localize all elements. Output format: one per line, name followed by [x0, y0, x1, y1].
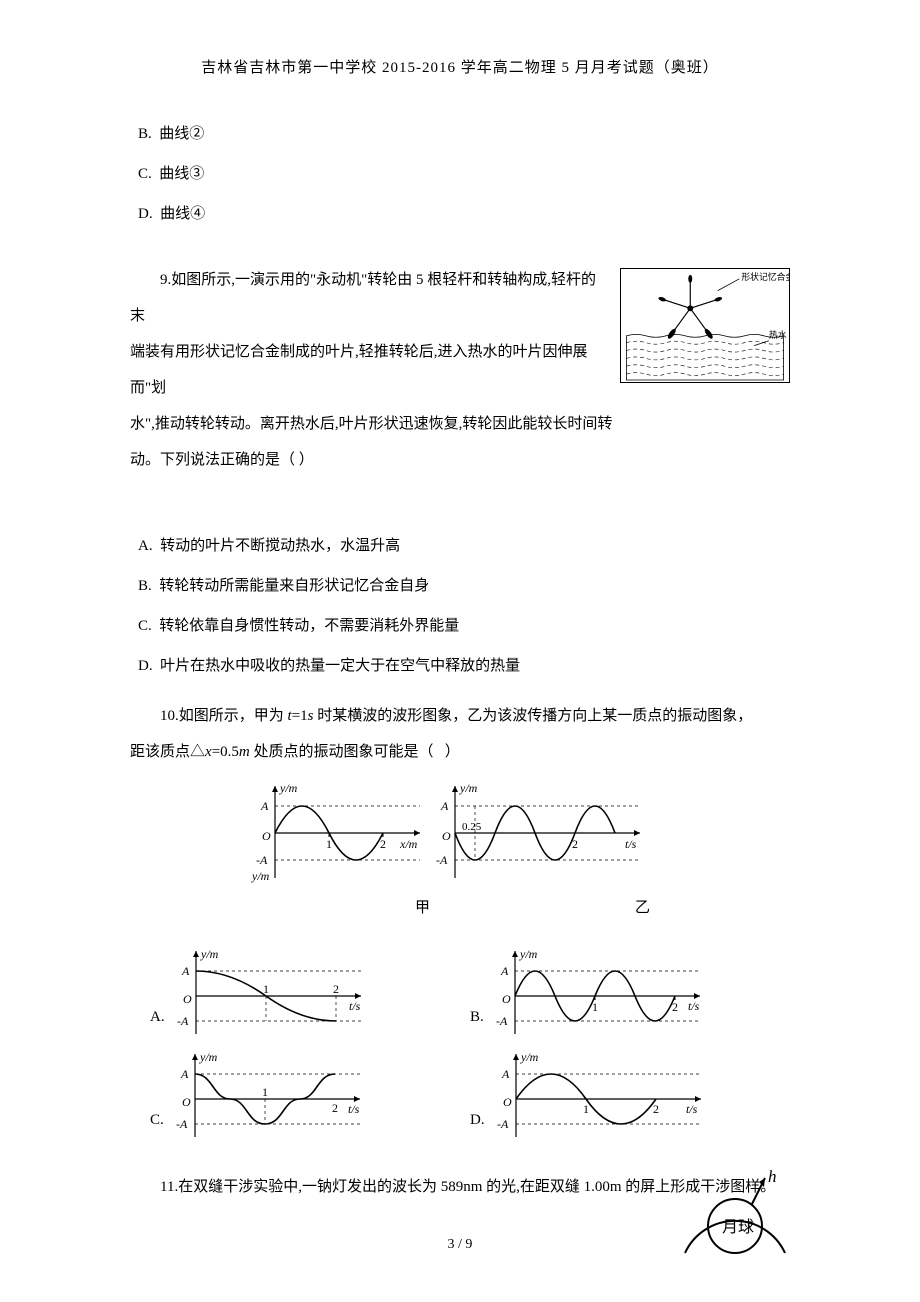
- wheel-svg: 形状记忆合金 热水: [620, 268, 790, 383]
- option-text-d: 曲线④: [160, 206, 205, 222]
- option-text-c: 曲线③: [159, 166, 204, 182]
- svg-text:2: 2: [332, 1101, 338, 1115]
- svg-text:-A: -A: [496, 1014, 508, 1028]
- svg-text:A: A: [440, 799, 449, 813]
- svg-text:t/s: t/s: [688, 999, 700, 1013]
- svg-text:t/s: t/s: [349, 999, 361, 1013]
- page-footer: 3 / 9: [0, 1228, 920, 1262]
- option-letter-d: D.: [138, 206, 160, 222]
- svg-text:2: 2: [333, 982, 339, 996]
- wave-yi: 0.25 2 t/s y/m A O -A: [430, 778, 650, 888]
- q9-opt-a: A. 转动的叶片不断搅动热水，水温升高: [138, 528, 790, 564]
- wave-opt-d: 1 2 t/s y/m A O -A: [491, 1049, 711, 1144]
- label-water: 热水: [769, 329, 787, 340]
- svg-text:2: 2: [672, 1000, 678, 1014]
- option-letter-b: B.: [138, 126, 159, 142]
- svg-text:O: O: [262, 829, 271, 843]
- svg-text:t/s: t/s: [625, 837, 637, 851]
- svg-text:x/m: x/m: [399, 837, 418, 851]
- option-c: C. 曲线③: [138, 156, 790, 192]
- svg-text:1: 1: [326, 837, 332, 851]
- svg-text:-A: -A: [256, 853, 268, 867]
- svg-text:y/m: y/m: [459, 781, 478, 795]
- q9-prefix: 9.: [160, 272, 171, 288]
- svg-text:y/m: y/m: [519, 947, 538, 961]
- q10-prefix: 10.: [160, 708, 179, 724]
- svg-text:1: 1: [583, 1102, 589, 1116]
- wave-opt-a: 1 2 t/s y/m A O -A: [171, 946, 371, 1041]
- option-d: D. 曲线④: [138, 196, 790, 232]
- svg-text:t/s: t/s: [686, 1102, 698, 1116]
- option-letter-c: C.: [138, 166, 159, 182]
- svg-text:O: O: [182, 1095, 191, 1109]
- q10-opt-a-letter: A.: [150, 999, 165, 1041]
- q10-line2: 距该质点△x=0.5m 处质点的振动图象可能是（ ）: [130, 734, 790, 770]
- label-jia: 甲: [415, 890, 430, 926]
- svg-text:O: O: [183, 992, 192, 1006]
- svg-text:1: 1: [263, 982, 269, 996]
- svg-text:-A: -A: [497, 1117, 509, 1131]
- svg-text:1: 1: [262, 1085, 268, 1099]
- svg-text:-A: -A: [436, 853, 448, 867]
- q9-diagram: 形状记忆合金 热水: [620, 268, 790, 397]
- svg-text:A: A: [260, 799, 269, 813]
- q9-line1: 如图所示,一演示用的"永动机"转轮由 5 根轻杆和转轴构成,轻杆的末: [130, 272, 596, 324]
- 450-opt-c-letter: C.: [150, 1102, 164, 1144]
- q9-line4: 动。下列说法正确的是（ ）: [130, 442, 790, 478]
- page-number: 3 / 9: [448, 1237, 473, 1252]
- option-b: B. 曲线②: [138, 116, 790, 152]
- q9-line3: 水",推动转轮转动。离开热水后,叶片形状迅速恢复,转轮因此能较长时间转: [130, 406, 790, 442]
- svg-text:-A: -A: [177, 1014, 189, 1028]
- svg-text:O: O: [503, 1095, 512, 1109]
- svg-text:A: A: [501, 1067, 510, 1081]
- label-yi: 乙: [635, 890, 650, 926]
- svg-text:0.25: 0.25: [462, 821, 482, 833]
- svg-text:O: O: [442, 829, 451, 843]
- wave-diagram-group: 1 2 x/m y/m A O -A y/m 甲: [150, 778, 790, 1144]
- svg-text:y/m: y/m: [199, 1050, 218, 1064]
- q9-opt-c: C. 转轮依靠自身惯性转动，不需要消耗外界能量: [138, 608, 790, 644]
- wave-opt-c: 1 2 t/s y/m A O -A: [170, 1049, 370, 1144]
- svg-text:1: 1: [592, 1000, 598, 1014]
- header-title: 吉林省吉林市第一中学校 2015-2016 学年高二物理 5 月月考试题（奥班）: [201, 60, 719, 76]
- q10-opt-b-letter: B.: [470, 999, 484, 1041]
- q10-opt-d-letter: D.: [470, 1102, 485, 1144]
- svg-text:y/m: y/m: [279, 781, 298, 795]
- label-alloy: 形状记忆合金: [741, 271, 790, 282]
- svg-text:y/m: y/m: [520, 1050, 539, 1064]
- wave-jia: 1 2 x/m y/m A O -A y/m: [250, 778, 430, 888]
- option-text-b: 曲线②: [159, 126, 204, 142]
- svg-text:2: 2: [653, 1102, 659, 1116]
- q9-opt-d: D. 叶片在热水中吸收的热量一定大于在空气中释放的热量: [138, 648, 790, 684]
- svg-text:A: A: [180, 1067, 189, 1081]
- q9-opt-b: B. 转轮转动所需能量来自形状记忆合金自身: [138, 568, 790, 604]
- page-header: 吉林省吉林市第一中学校 2015-2016 学年高二物理 5 月月考试题（奥班）: [130, 50, 790, 86]
- svg-text:t/s: t/s: [348, 1102, 360, 1116]
- svg-text:2: 2: [572, 837, 578, 851]
- svg-text:y/m: y/m: [200, 947, 219, 961]
- svg-text:A: A: [181, 964, 190, 978]
- q10-line1: 如图所示，甲为 t=1s 时某横波的波形图象，乙为该波传播方向上某一质点的振动图…: [179, 708, 753, 724]
- svg-text:A: A: [500, 964, 509, 978]
- svg-text:-A: -A: [176, 1117, 188, 1131]
- q10-text: 10.如图所示，甲为 t=1s 时某横波的波形图象，乙为该波传播方向上某一质点的…: [130, 698, 790, 734]
- wave-opt-b: 1 2 t/s y/m A O -A: [490, 946, 710, 1041]
- svg-text:y/m: y/m: [251, 869, 270, 883]
- svg-text:O: O: [502, 992, 511, 1006]
- svg-text:h: h: [768, 1167, 777, 1186]
- svg-text:2: 2: [380, 837, 386, 851]
